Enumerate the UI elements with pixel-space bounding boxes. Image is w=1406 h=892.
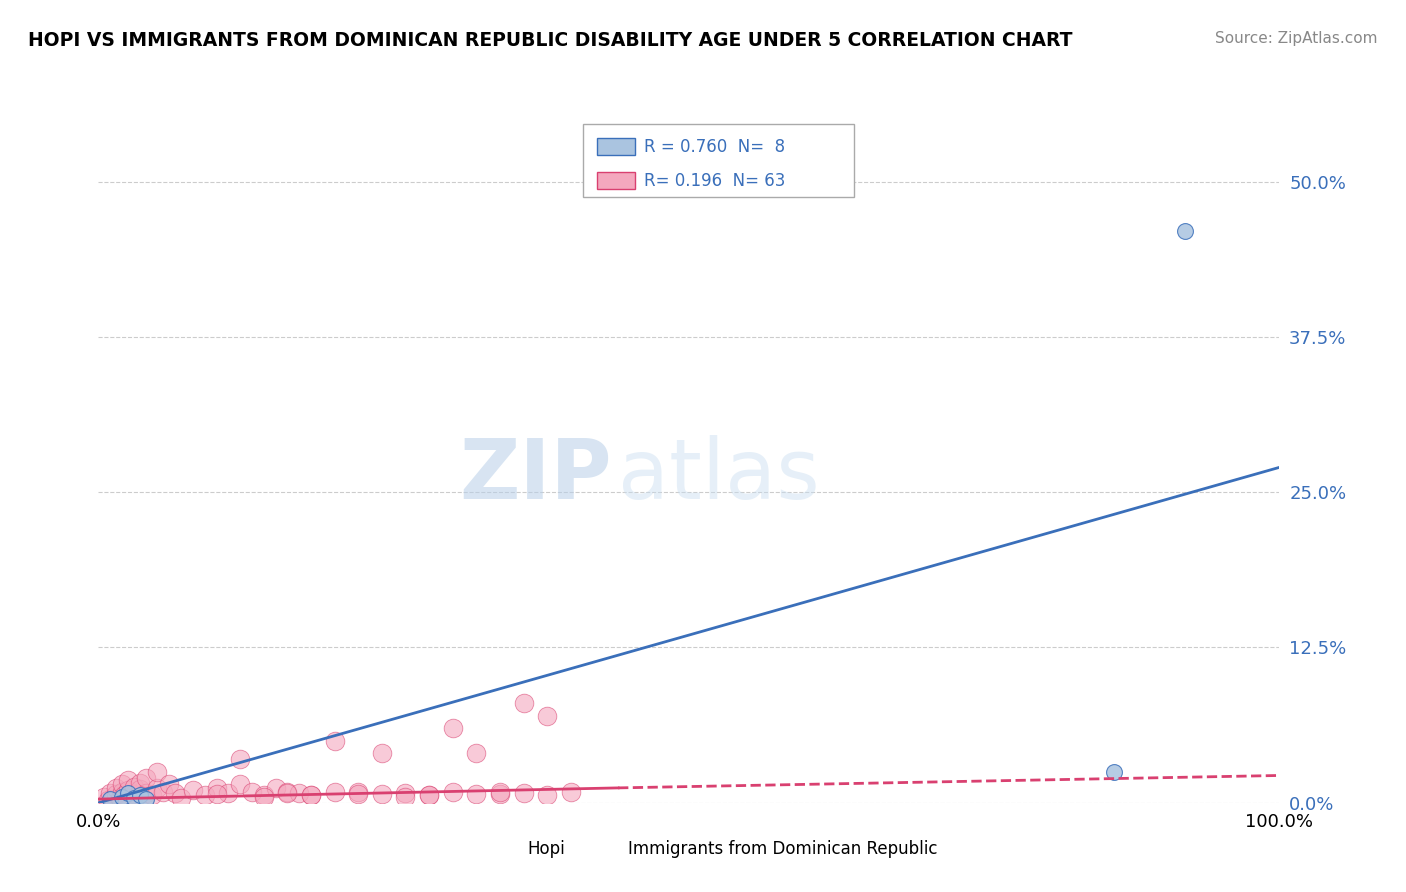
FancyBboxPatch shape: [593, 842, 621, 857]
Point: [128, 776, 150, 790]
Point: [146, 764, 169, 779]
Point: [288, 786, 311, 800]
Point: [181, 783, 204, 797]
Point: [152, 784, 174, 798]
Point: [122, 790, 145, 805]
Point: [205, 780, 228, 795]
Point: [128, 782, 150, 797]
Point: [229, 752, 252, 766]
Point: [418, 789, 440, 803]
Point: [141, 789, 163, 803]
Point: [1174, 224, 1197, 238]
Point: [157, 777, 180, 791]
Point: [111, 777, 134, 791]
Point: [117, 773, 139, 788]
Text: Hopi: Hopi: [527, 840, 565, 858]
FancyBboxPatch shape: [596, 138, 634, 155]
Point: [1102, 764, 1125, 779]
Point: [170, 790, 193, 805]
Text: atlas: atlas: [619, 435, 820, 516]
Point: [465, 746, 488, 760]
Point: [229, 777, 252, 791]
Point: [117, 786, 139, 800]
Point: [264, 780, 287, 795]
Point: [347, 784, 370, 798]
Point: [122, 780, 145, 794]
Point: [111, 784, 134, 798]
Point: [276, 786, 298, 800]
Point: [489, 784, 512, 798]
Point: [105, 780, 128, 795]
Point: [111, 789, 134, 804]
Text: HOPI VS IMMIGRANTS FROM DOMINICAN REPUBLIC DISABILITY AGE UNDER 5 CORRELATION CH: HOPI VS IMMIGRANTS FROM DOMINICAN REPUBL…: [28, 31, 1073, 50]
Text: Source: ZipAtlas.com: Source: ZipAtlas.com: [1215, 31, 1378, 46]
Point: [276, 784, 298, 798]
Point: [194, 789, 217, 803]
Point: [135, 771, 157, 785]
Point: [117, 783, 139, 797]
Point: [299, 789, 322, 803]
Point: [465, 787, 488, 801]
Point: [112, 789, 135, 803]
Point: [205, 787, 228, 801]
Point: [135, 792, 157, 806]
Point: [512, 786, 534, 800]
FancyBboxPatch shape: [596, 172, 634, 189]
Point: [560, 784, 582, 798]
Point: [93, 789, 115, 804]
FancyBboxPatch shape: [582, 124, 855, 197]
Point: [98, 786, 121, 800]
Text: R= 0.196  N= 63: R= 0.196 N= 63: [644, 172, 786, 190]
Point: [323, 784, 346, 798]
Point: [240, 784, 263, 798]
Text: ZIP: ZIP: [460, 435, 612, 516]
Point: [135, 786, 157, 800]
Text: R = 0.760  N=  8: R = 0.760 N= 8: [644, 137, 785, 156]
Point: [122, 787, 145, 801]
Point: [441, 784, 464, 798]
Point: [101, 792, 124, 806]
Point: [347, 787, 370, 801]
Point: [125, 789, 148, 804]
Point: [371, 787, 394, 801]
Point: [253, 789, 276, 804]
Point: [394, 789, 416, 804]
Point: [489, 787, 512, 801]
Point: [97, 793, 120, 807]
Point: [108, 790, 131, 805]
Point: [371, 746, 394, 760]
Point: [146, 780, 169, 795]
Point: [128, 789, 150, 803]
Point: [418, 789, 440, 803]
Point: [441, 721, 464, 735]
Point: [536, 708, 558, 723]
Point: [105, 787, 128, 801]
Point: [512, 697, 534, 711]
Point: [536, 789, 558, 803]
Point: [323, 733, 346, 747]
Text: Immigrants from Dominican Republic: Immigrants from Dominican Republic: [627, 840, 936, 858]
Point: [253, 789, 276, 803]
FancyBboxPatch shape: [494, 842, 522, 857]
Point: [394, 786, 416, 800]
Point: [217, 786, 239, 800]
Point: [165, 786, 187, 800]
Point: [98, 792, 121, 806]
Point: [299, 789, 322, 803]
